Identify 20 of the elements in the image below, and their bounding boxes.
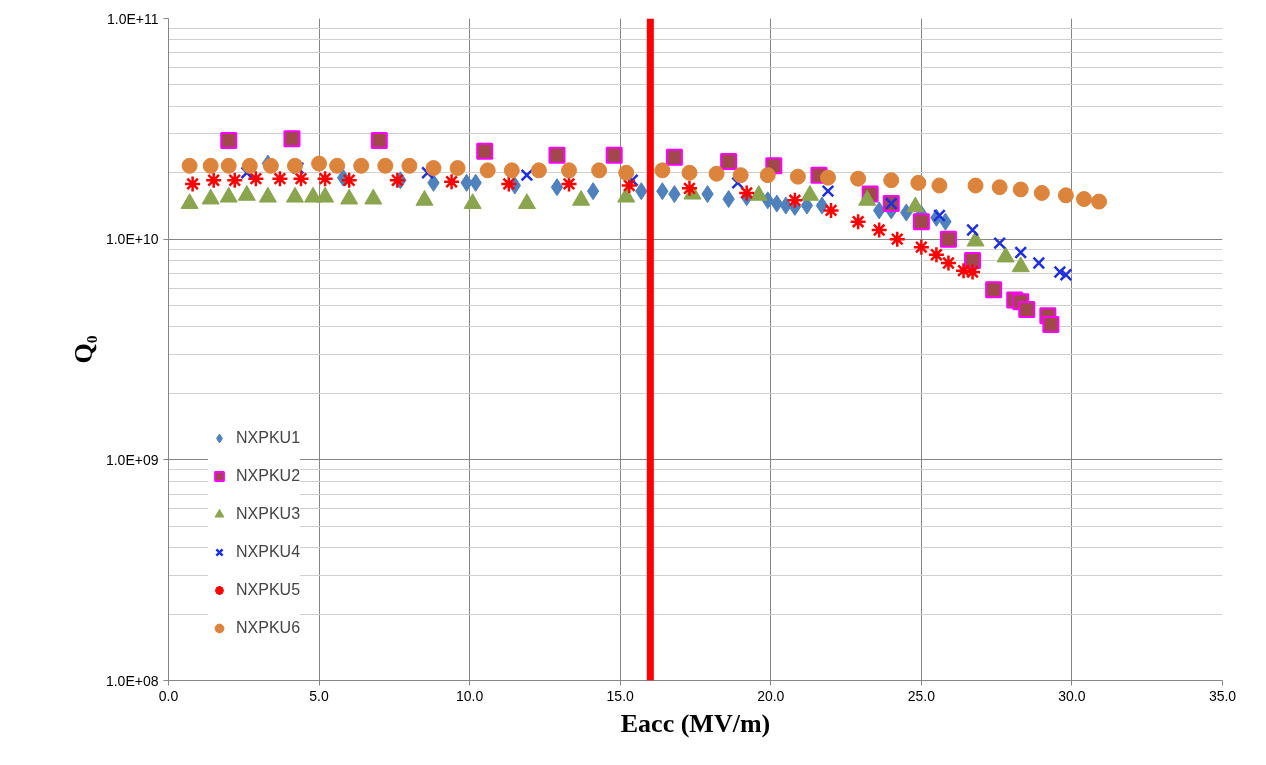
legend-label: NXPKU6 [236,619,301,637]
legend-label: NXPKU2 [236,467,301,485]
legend-label: NXPKU5 [236,581,301,599]
legend-label: NXPKU3 [236,505,301,523]
y-tick-label: 1.0E+08 [105,672,159,689]
x-tick-label: 10.0 [456,687,484,704]
x-tick-label: 15.0 [606,687,635,704]
legend-label: NXPKU1 [236,429,301,447]
y-tick-label: 1.0E+10 [105,231,159,248]
x-axis-title: Eacc (MV/m) [620,708,771,738]
y-axis-title: Q₀ [68,335,98,364]
x-tick-label: 35.0 [1208,687,1237,704]
legend-label: NXPKU4 [236,543,301,561]
x-tick-label: 25.0 [907,687,936,704]
x-tick-label: 30.0 [1058,687,1086,704]
x-tick-label: 5.0 [309,687,330,704]
y-tick-label: 1.0E+11 [106,10,159,27]
y-tick-label: 1.0E+09 [105,451,159,468]
x-tick-label: 0.0 [158,687,179,704]
x-tick-label: 20.0 [757,687,785,704]
